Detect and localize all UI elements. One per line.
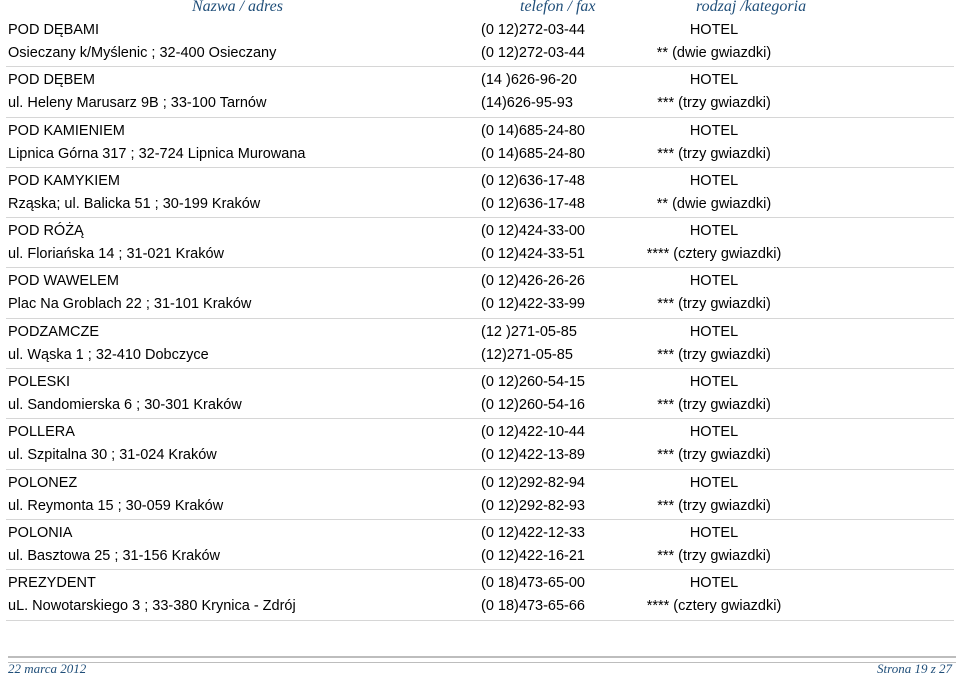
list-item: POLONIA (0 12)422-12-33 HOTEL ul. Basztowa… — [0, 523, 960, 573]
fax: (0 12)292-82-93 — [481, 497, 585, 514]
fax: (0 12)272-03-44 — [481, 45, 585, 61]
address: ul. Heleny Marusarz 9B ; 33-100 Tarnów — [8, 95, 267, 112]
phone: (0 12)292-82-94 — [481, 474, 585, 491]
hotel-name: POD RÓŻĄ — [8, 223, 84, 240]
hotel-name: POLESKI — [8, 374, 71, 391]
fax: (0 12)424-33-51 — [481, 246, 585, 263]
list-item: POD DĘBAMI (0 12)272-03-44 HOTEL Osieczany… — [0, 20, 960, 70]
type: HOTEL — [689, 22, 739, 38]
footer-date: 22 marca 2012 — [8, 661, 87, 676]
hotel-name: POD DĘBAMI — [8, 22, 100, 38]
phone: (0 12)422-10-44 — [481, 424, 585, 441]
address: ul. Sandomierska 6 ; 30-301 Kraków — [8, 397, 242, 414]
address: ul. Floriańska 14 ; 31-021 Kraków — [8, 246, 224, 263]
fax: (12)271-05-85 — [481, 346, 573, 363]
phone: (0 12)422-12-33 — [481, 524, 585, 541]
list-item: POD WAWELEM (0 12)426-26-26 HOTEL Plac Na … — [0, 271, 960, 321]
category: *** (trzy gwiazdki) — [657, 497, 771, 514]
type: HOTEL — [689, 575, 739, 592]
list-item: POD KAMYKIEM (0 12)636-17-48 HOTEL Rząska;… — [0, 171, 960, 221]
hotel-list: POD DĘBAMI (0 12)272-03-44 HOTEL Osieczany… — [0, 20, 960, 624]
type: HOTEL — [689, 424, 739, 441]
phone: (0 12)426-26-26 — [481, 273, 585, 290]
phone: (14 )626-96-20 — [481, 72, 577, 89]
category: *** (trzy gwiazdki) — [657, 296, 771, 313]
category: **** (cztery gwiazdki) — [646, 598, 782, 615]
category: *** (trzy gwiazdki) — [657, 447, 771, 464]
fax: (14)626-95-93 — [481, 95, 573, 112]
type: HOTEL — [689, 524, 739, 541]
address: Plac Na Groblach 22 ; 31-101 Kraków — [8, 296, 252, 313]
phone: (0 12)424-33-00 — [481, 223, 585, 240]
category: ** (dwie gwiazdki) — [656, 45, 772, 61]
list-item: POD RÓŻĄ (0 12)424-33-00 HOTEL ul. Floriań… — [0, 221, 960, 271]
hotel-name: POD KAMYKIEM — [8, 172, 120, 189]
header-type-category: rodzaj /kategoria — [696, 0, 807, 15]
fax: (0 14)685-24-80 — [481, 145, 585, 162]
fax: (0 12)636-17-48 — [481, 195, 585, 212]
category: *** (trzy gwiazdki) — [657, 95, 771, 112]
page-footer: 22 marca 2012 Strona 19 z 27 — [8, 656, 956, 678]
category: *** (trzy gwiazdki) — [657, 145, 771, 162]
hotel-name: POD KAMIENIEM — [8, 122, 125, 139]
type: HOTEL — [689, 72, 739, 89]
list-item: POLLERA (0 12)422-10-44 HOTEL ul. Szpitaln… — [0, 422, 960, 472]
address: Rząska; ul. Balicka 51 ; 30-199 Kraków — [8, 195, 261, 212]
hotel-name: PODZAMCZE — [8, 323, 100, 340]
phone: (0 18)473-65-00 — [481, 575, 585, 592]
hotel-name: PREZYDENT — [8, 575, 96, 592]
column-header: Nazwa / adres telefon / fax rodzaj /kate… — [0, 0, 960, 18]
address: ul. Wąska 1 ; 32-410 Dobczyce — [8, 346, 209, 363]
hotel-name: POLONIA — [8, 524, 73, 541]
type: HOTEL — [689, 273, 739, 290]
type: HOTEL — [689, 172, 739, 189]
category: ** (dwie gwiazdki) — [656, 195, 772, 212]
type: HOTEL — [689, 223, 739, 240]
phone: (0 12)272-03-44 — [481, 22, 585, 38]
hotel-name: POD DĘBEM — [8, 72, 96, 89]
category: *** (trzy gwiazdki) — [657, 346, 771, 363]
address: Lipnica Górna 317 ; 32-724 Lipnica Murow… — [8, 145, 306, 162]
category: **** (cztery gwiazdki) — [646, 246, 782, 263]
category: *** (trzy gwiazdki) — [657, 547, 771, 564]
phone: (12 )271-05-85 — [481, 323, 577, 340]
address: Osieczany k/Myślenic ; 32-400 Osieczany — [8, 45, 277, 61]
phone: (0 14)685-24-80 — [481, 122, 585, 139]
page-number: Strona 19 z 27 — [877, 661, 952, 676]
list-item: PREZYDENT (0 18)473-65-00 HOTEL uL. Nowota… — [0, 573, 960, 623]
category: *** (trzy gwiazdki) — [657, 397, 771, 414]
footer-rule — [8, 656, 956, 663]
hotel-name: POLLERA — [8, 424, 75, 441]
address: ul. Reymonta 15 ; 30-059 Kraków — [8, 497, 224, 514]
address: ul. Szpitalna 30 ; 31-024 Kraków — [8, 447, 217, 464]
hotel-name: POLONEZ — [8, 474, 78, 491]
phone: (0 12)260-54-15 — [481, 374, 585, 391]
list-item: POLONEZ (0 12)292-82-94 HOTEL ul. Reymonta… — [0, 473, 960, 523]
type: HOTEL — [689, 323, 739, 340]
header-phone-fax: telefon / fax — [520, 0, 596, 15]
fax: (0 18)473-65-66 — [481, 598, 585, 615]
fax: (0 12)422-13-89 — [481, 447, 585, 464]
list-item: POD KAMIENIEM (0 14)685-24-80 HOTEL Lipnic… — [0, 121, 960, 171]
hotel-name: POD WAWELEM — [8, 273, 119, 290]
type: HOTEL — [689, 474, 739, 491]
fax: (0 12)260-54-16 — [481, 397, 585, 414]
type: HOTEL — [689, 122, 739, 139]
header-name-address: Nazwa / adres — [192, 0, 283, 15]
list-item: PODZAMCZE (12 )271-05-85 HOTEL ul. Wąska 1… — [0, 322, 960, 372]
fax: (0 12)422-16-21 — [481, 547, 585, 564]
type: HOTEL — [689, 374, 739, 391]
phone: (0 12)636-17-48 — [481, 172, 585, 189]
fax: (0 12)422-33-99 — [481, 296, 585, 313]
list-item: POLESKI (0 12)260-54-15 HOTEL ul. Sandomie… — [0, 372, 960, 422]
address: uL. Nowotarskiego 3 ; 33-380 Krynica - Z… — [8, 598, 296, 615]
address: ul. Basztowa 25 ; 31-156 Kraków — [8, 547, 220, 564]
list-item: POD DĘBEM (14 )626-96-20 HOTEL ul. Heleny … — [0, 70, 960, 120]
